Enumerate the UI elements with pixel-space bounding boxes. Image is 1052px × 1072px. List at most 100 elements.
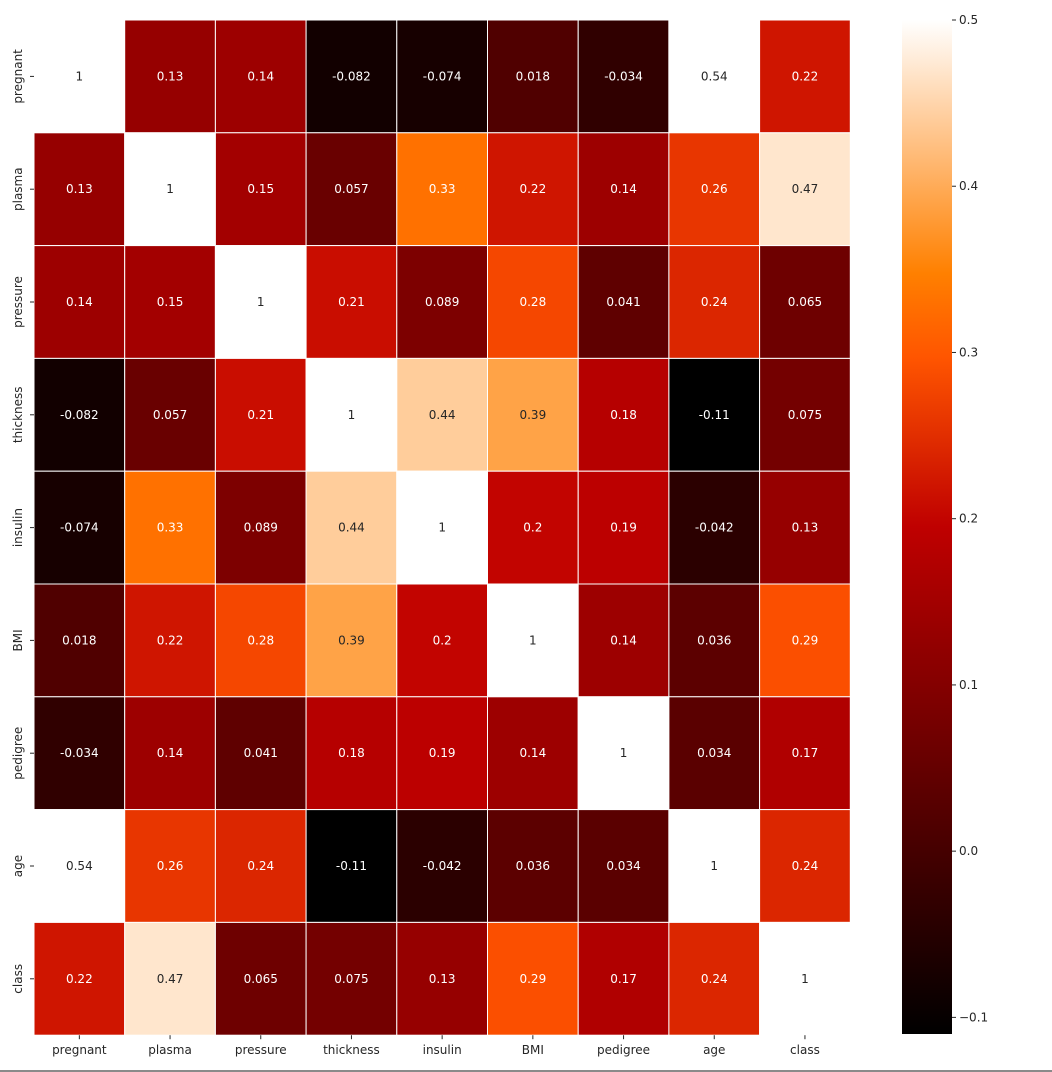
heatmap-cell-pressure-thickness (305, 245, 398, 359)
heatmap-cell-class-BMI (487, 921, 579, 1036)
heatmap-cell-class-pressure (214, 921, 307, 1036)
cell-annotation-BMI-BMI: 1 (529, 633, 537, 647)
heatmap-cell-plasma-thickness (305, 132, 398, 247)
cell-annotation-pregnant-plasma: 0.13 (157, 69, 184, 83)
heatmap-cell-plasma-BMI (487, 132, 579, 247)
cell-annotation-pregnant-BMI: 0.018 (516, 69, 550, 83)
x-tick-label-insulin: insulin (423, 1043, 462, 1057)
cell-annotation-class-BMI: 0.29 (519, 972, 546, 986)
heatmap-cell-pregnant-plasma (124, 19, 216, 134)
heatmap-cell-pressure-pregnant (33, 245, 126, 359)
figure-bottom-border (0, 1070, 1052, 1072)
heatmap-cell-class-plasma (124, 921, 216, 1036)
cell-annotation-BMI-class: 0.29 (792, 633, 819, 647)
cell-annotation-plasma-pedigree: 0.14 (610, 182, 637, 196)
cell-annotation-pedigree-pregnant: -0.034 (60, 746, 99, 760)
cell-annotation-age-pressure: 0.24 (247, 859, 274, 873)
heatmap-cell-pressure-pressure (214, 245, 307, 359)
heatmap-cell-thickness-pregnant (33, 357, 126, 472)
colorbar-gradient (902, 20, 952, 1034)
heatmap-cell-BMI-class (759, 583, 851, 698)
heatmap-cell-insulin-thickness (305, 470, 398, 585)
cell-annotation-insulin-class: 0.13 (792, 521, 819, 535)
heatmap-cell-insulin-BMI (487, 470, 579, 585)
cell-annotation-thickness-pregnant: -0.082 (60, 408, 99, 422)
cell-annotation-pedigree-age: 0.034 (697, 746, 731, 760)
cell-annotation-insulin-pressure: 0.089 (244, 521, 278, 535)
heatmap-cell-age-BMI (487, 809, 579, 923)
x-tick-label-age: age (703, 1043, 725, 1057)
cell-annotation-insulin-pregnant: -0.074 (60, 521, 99, 535)
cell-annotation-class-pedigree: 0.17 (610, 972, 637, 986)
x-tick-label-pressure: pressure (235, 1043, 287, 1057)
cell-annotation-plasma-insulin: 0.33 (429, 182, 456, 196)
heatmap-cell-insulin-plasma (124, 470, 216, 585)
heatmap-cell-age-insulin (396, 809, 488, 923)
y-tick-label-age: age (11, 855, 25, 877)
heatmap-cell-plasma-pedigree (577, 132, 670, 247)
cell-annotation-pressure-age: 0.24 (701, 295, 728, 309)
x-tick-label-pregnant: pregnant (52, 1043, 107, 1057)
cell-annotation-thickness-BMI: 0.39 (519, 408, 546, 422)
cell-annotation-pressure-class: 0.065 (788, 295, 822, 309)
heatmap-cell-age-pressure (214, 809, 307, 923)
x-axis-ticks: pregnant plasma pressure thickness insulin BM… (52, 1035, 820, 1057)
heatmap-cell-BMI-age (668, 583, 761, 698)
cell-annotation-pedigree-insulin: 0.19 (429, 746, 456, 760)
heatmap-cell-pressure-insulin (396, 245, 488, 359)
heatmap-cell-insulin-pedigree (577, 470, 670, 585)
heatmap-cell-pedigree-pedigree (577, 696, 670, 811)
colorbar-tick-label: 0.4 (959, 179, 978, 193)
heatmap-cell-thickness-class (759, 357, 851, 472)
cell-annotation-age-pregnant: 0.54 (66, 859, 93, 873)
y-tick-label-class: class (11, 964, 25, 994)
cell-annotation-thickness-age: -0.11 (699, 408, 730, 422)
cell-annotation-class-thickness: 0.075 (334, 972, 368, 986)
heatmap-cell-pregnant-BMI (487, 19, 579, 134)
y-tick-label-thickness: thickness (11, 386, 25, 443)
cell-annotation-pedigree-pedigree: 1 (620, 746, 628, 760)
cell-annotation-insulin-insulin: 1 (438, 521, 446, 535)
heatmap-annotations: 1 0.13 0.14 -0.082 -0.074 0.018 -0.034 0.54 0.22… (60, 69, 822, 985)
cell-annotation-class-insulin: 0.13 (429, 972, 456, 986)
heatmap-cell-insulin-class (759, 470, 851, 585)
heatmap-cell-pedigree-insulin (396, 696, 488, 811)
cell-annotation-thickness-thickness: 1 (348, 408, 356, 422)
cell-annotation-pregnant-pedigree: -0.034 (604, 69, 643, 83)
heatmap-cell-class-pedigree (577, 921, 670, 1036)
y-tick-label-BMI: BMI (11, 629, 25, 651)
cell-annotation-age-thickness: -0.11 (336, 859, 367, 873)
cell-annotation-pedigree-pressure: 0.041 (244, 746, 278, 760)
cell-annotation-pressure-plasma: 0.15 (157, 295, 184, 309)
cell-annotation-plasma-thickness: 0.057 (334, 182, 368, 196)
cell-annotation-BMI-pressure: 0.28 (247, 633, 274, 647)
y-tick-label-pedigree: pedigree (11, 727, 25, 780)
x-tick-label-thickness: thickness (323, 1043, 380, 1057)
cell-annotation-plasma-BMI: 0.22 (519, 182, 546, 196)
heatmap-cell-age-thickness (305, 809, 398, 923)
cell-annotation-thickness-insulin: 0.44 (429, 408, 456, 422)
x-tick-label-BMI: BMI (522, 1043, 544, 1057)
heatmap-cell-class-class (759, 921, 851, 1036)
heatmap-cell-plasma-pregnant (33, 132, 126, 247)
heatmap-cell-plasma-pressure (214, 132, 307, 247)
cell-annotation-plasma-plasma: 1 (166, 182, 174, 196)
heatmap-cell-pressure-plasma (124, 245, 216, 359)
colorbar: −0.1 0.0 0.1 0.2 0.3 0.4 0.5 (902, 13, 988, 1034)
cell-annotation-BMI-insulin: 0.2 (433, 633, 452, 647)
cell-annotation-BMI-pedigree: 0.14 (610, 633, 637, 647)
cell-annotation-age-pedigree: 0.034 (606, 859, 640, 873)
heatmap-cell-pedigree-age (668, 696, 761, 811)
x-tick-label-plasma: plasma (148, 1043, 192, 1057)
heatmap-cell-pressure-class (759, 245, 851, 359)
cell-annotation-pressure-pressure: 1 (257, 295, 265, 309)
heatmap-cell-pedigree-plasma (124, 696, 216, 811)
colorbar-tick-label: 0.0 (959, 844, 978, 858)
cell-annotation-BMI-age: 0.036 (697, 633, 731, 647)
heatmap-cell-insulin-pregnant (33, 470, 126, 585)
cell-annotation-plasma-age: 0.26 (701, 182, 728, 196)
cell-annotation-class-pregnant: 0.22 (66, 972, 93, 986)
heatmap-cell-pregnant-age (668, 19, 761, 134)
heatmap-cell-pregnant-insulin (396, 19, 488, 134)
